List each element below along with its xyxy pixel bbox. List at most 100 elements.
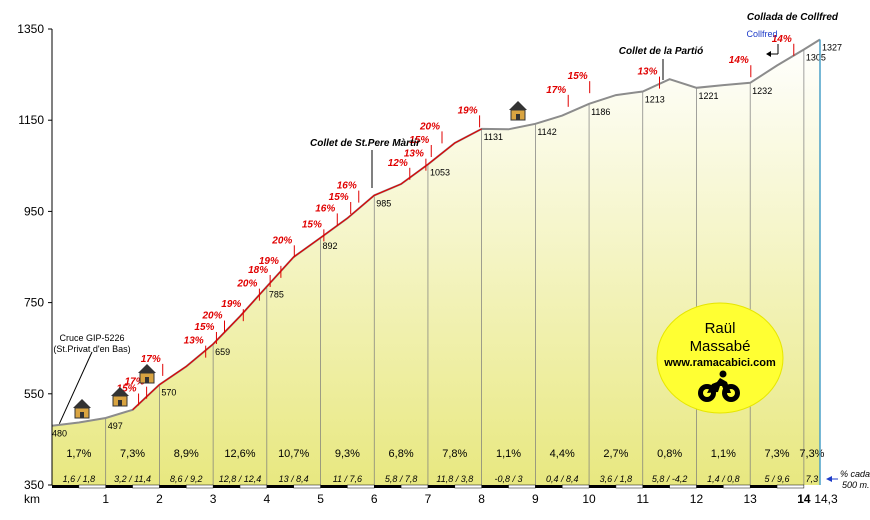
- y-tick-label: 550: [24, 387, 44, 401]
- gradient-label: 13%: [184, 336, 204, 347]
- km-strip-segment: [561, 484, 590, 489]
- segment-average: 12,6%: [224, 448, 255, 460]
- segment-average: 9,3%: [335, 448, 360, 460]
- segment-range: 7,3: [806, 474, 819, 484]
- segment-average: 8,9%: [174, 448, 199, 460]
- house-icon-roof: [138, 364, 156, 373]
- km-strip-segment: [186, 484, 214, 489]
- gradient-label: 13%: [637, 67, 657, 78]
- segment-range: 5 / 9,6: [765, 474, 790, 484]
- km-strip-segment: [52, 485, 79, 488]
- author-badge: Raül Massabé www.ramacabici.com: [656, 302, 784, 414]
- km-altitude-label: 480: [52, 429, 67, 439]
- house-icon-roof: [111, 387, 129, 396]
- segment-range: 13 / 8,4: [279, 474, 309, 484]
- segment-average: 1,1%: [711, 448, 736, 460]
- km-strip-segment: [642, 485, 670, 488]
- km-strip-segment: [132, 484, 160, 489]
- house-icon-door: [118, 400, 122, 406]
- gradient-label: 14%: [729, 55, 749, 66]
- profile-fill: [52, 39, 820, 485]
- segment-average: 10,7%: [278, 448, 309, 460]
- km-strip-segment: [776, 484, 805, 489]
- km-strip-segment: [320, 485, 348, 488]
- km-altitude-label: 785: [269, 290, 284, 300]
- house-icon-door: [516, 114, 520, 120]
- km-altitude-label: 892: [323, 241, 338, 251]
- gradient-label: 20%: [236, 279, 257, 290]
- km-strip-segment: [239, 484, 268, 489]
- house-icon: [73, 399, 91, 419]
- km-altitude-label: 659: [215, 347, 230, 357]
- side-note-arrow-icon: [766, 44, 779, 57]
- gradient-label: 16%: [315, 203, 335, 214]
- km-strip-segment: [615, 484, 644, 489]
- segment-average: 7,3%: [120, 448, 145, 460]
- house-icon-door: [80, 412, 84, 418]
- x-tick-label: 12: [690, 492, 704, 506]
- y-tick-label: 350: [24, 478, 44, 492]
- gradient-label: 19%: [259, 256, 279, 267]
- place-label: Cruce GIP-5226: [59, 333, 124, 343]
- x-tick-label: 4: [263, 492, 270, 506]
- km-altitude-label: 1053: [430, 167, 450, 177]
- km-strip-segment: [696, 485, 724, 488]
- gradient-label: 17%: [546, 85, 566, 96]
- x-tick-label: 14,3: [814, 492, 838, 506]
- x-tick-label: 3: [210, 492, 217, 506]
- gradient-label: 12%: [388, 158, 408, 169]
- x-tick-label: 6: [371, 492, 378, 506]
- segment-range: 5,8 / 7,8: [385, 474, 418, 484]
- x-tick-label: 13: [744, 492, 758, 506]
- gradient-label: 19%: [221, 299, 241, 310]
- house-icon-roof: [73, 399, 91, 408]
- x-tick-label: 7: [425, 492, 432, 506]
- y-tick-label: 950: [24, 204, 44, 218]
- place-pointer: [58, 351, 93, 424]
- steep-section-line: [132, 128, 482, 411]
- badge-name-line-2: Massabé: [690, 338, 751, 355]
- km-strip-segment: [374, 485, 402, 488]
- segment-range: 5,8 / -4,2: [652, 474, 688, 484]
- km-altitude-label: 1327: [822, 42, 842, 52]
- place-label: (St.Privat d'en Bas): [53, 344, 130, 354]
- house-icon: [111, 387, 129, 407]
- badge-url: www.ramacabici.com: [663, 357, 776, 369]
- gradient-label: 20%: [419, 121, 440, 132]
- km-altitude-label: 570: [161, 388, 176, 398]
- segment-range: 8,6 / 9,2: [170, 474, 203, 484]
- km-altitude-label: 497: [108, 421, 123, 431]
- profile-area: [51, 38, 821, 485]
- km-strip-segment: [750, 485, 778, 488]
- footnote-arrow-icon: [826, 476, 838, 482]
- badge-name-line-1: Raül: [705, 320, 736, 337]
- km-strip-segment: [266, 485, 294, 488]
- y-tick-label: 1150: [18, 113, 44, 127]
- x-tick-label: 5: [317, 492, 324, 506]
- house-icon: [509, 101, 527, 121]
- gradient-label: 17%: [125, 377, 145, 388]
- x-axis-label: km: [24, 492, 40, 506]
- segment-range: -0,8 / 3: [494, 474, 522, 484]
- km-strip-segment: [589, 485, 616, 488]
- gradient-label: 15%: [409, 135, 429, 146]
- house-icon: [138, 364, 156, 384]
- side-note: Collfred: [746, 29, 777, 39]
- km-altitude-label: 985: [376, 198, 391, 208]
- km-altitude-label: 1186: [591, 107, 610, 117]
- km-strip-segment: [669, 484, 697, 489]
- km-strip-segment: [293, 484, 321, 489]
- segment-average: 1,1%: [496, 448, 521, 460]
- segment-range: 11,8 / 3,8: [436, 474, 473, 484]
- segment-range: 1,4 / 0,8: [707, 474, 740, 484]
- house-icon-roof: [509, 101, 527, 110]
- gradient-label: 20%: [271, 235, 292, 246]
- gradient-label: 15%: [117, 384, 137, 395]
- y-tick-label: 1350: [17, 22, 44, 36]
- km-strip-segment: [454, 484, 482, 489]
- place-label: Collet de la Partió: [619, 46, 703, 57]
- gradient-label: 17%: [141, 354, 161, 365]
- km-strip-segment: [347, 484, 375, 489]
